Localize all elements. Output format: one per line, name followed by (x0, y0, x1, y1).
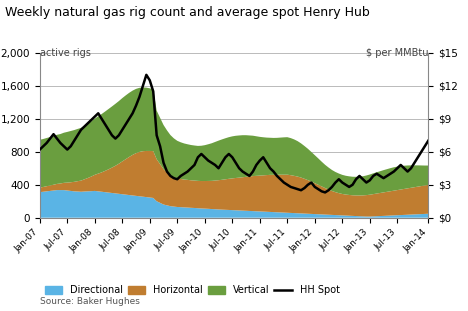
Legend: Directional, Horizontal, Vertical, HH Spot: Directional, Horizontal, Vertical, HH Sp… (44, 285, 340, 295)
Text: Source: Baker Hughes: Source: Baker Hughes (40, 297, 139, 306)
Text: active rigs: active rigs (40, 48, 91, 58)
Text: Weekly natural gas rig count and average spot Henry Hub: Weekly natural gas rig count and average… (5, 6, 369, 19)
Text: $ per MMBtu: $ per MMBtu (366, 48, 428, 58)
